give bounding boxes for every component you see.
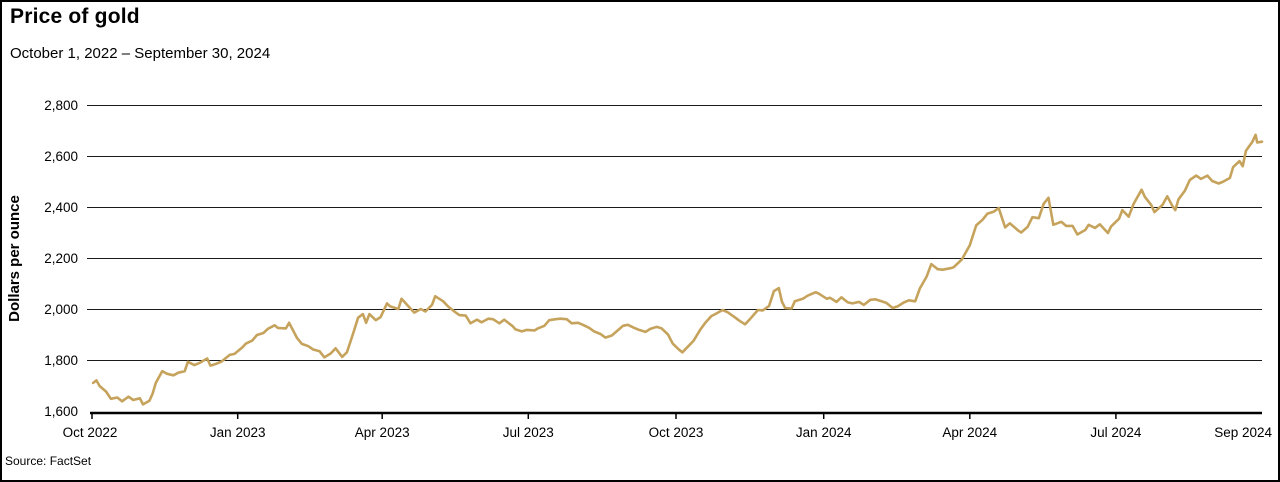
x-tick-label-oct-2022: Oct 2022 — [63, 425, 118, 440]
y-tick-label-2,400: 2,400 — [44, 200, 78, 215]
x-tick-label-jul-2023: Jul 2023 — [503, 425, 554, 440]
x-tick-label-apr-2023: Apr 2023 — [355, 425, 410, 440]
x-tick-label-jul-2024: Jul 2024 — [1090, 425, 1142, 440]
source-note: Source: FactSet — [5, 454, 92, 468]
page-title: Price of gold — [10, 5, 140, 28]
y-axis-title: Dollars per ounce — [6, 195, 23, 322]
y-tick-label-1,600: 1,600 — [44, 404, 78, 419]
y-tick-label-2,200: 2,200 — [44, 251, 78, 266]
y-tick-label-2,600: 2,600 — [44, 149, 78, 164]
x-tick-label-apr-2024: Apr 2024 — [942, 425, 997, 440]
chart-subtitle-daterange: October 1, 2022 – September 30, 2024 — [10, 45, 271, 62]
y-tick-label-1,800: 1,800 — [44, 353, 78, 368]
y-tick-label-2,000: 2,000 — [44, 302, 78, 317]
x-tick-label-sep-2024: Sep 2024 — [1214, 425, 1272, 440]
x-tick-label-oct-2023: Oct 2023 — [649, 425, 704, 440]
gold-price-line — [91, 133, 1264, 406]
x-tick-label-jan-2023: Jan 2023 — [210, 425, 266, 440]
y-tick-label-2,800: 2,800 — [44, 98, 78, 113]
x-tick-label-jan-2024: Jan 2024 — [796, 425, 852, 440]
